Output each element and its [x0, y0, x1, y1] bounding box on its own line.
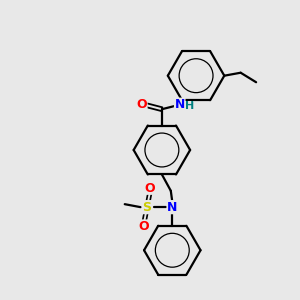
Text: O: O	[145, 182, 155, 195]
Text: S: S	[142, 201, 152, 214]
Text: N: N	[167, 201, 178, 214]
Text: O: O	[136, 98, 147, 111]
Text: O: O	[139, 220, 149, 233]
Text: N: N	[175, 98, 185, 111]
Text: H: H	[184, 101, 194, 111]
